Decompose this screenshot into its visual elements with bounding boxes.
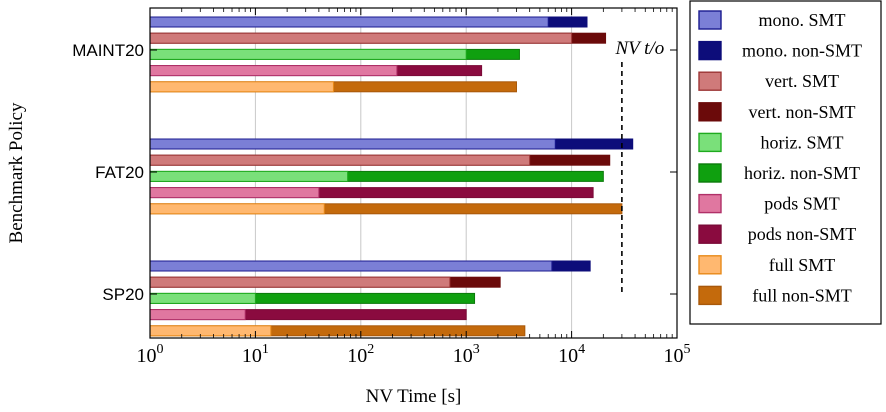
legend-swatch xyxy=(698,255,722,275)
legend-label: horiz. SMT xyxy=(761,132,844,152)
legend-label: pods SMT xyxy=(764,194,840,214)
legend-swatch xyxy=(698,285,722,306)
legend-swatch xyxy=(698,40,722,61)
x-tick-label: 101 xyxy=(242,342,269,367)
plot-frame xyxy=(149,7,678,339)
legend-label: full SMT xyxy=(769,255,836,275)
bar-vert-smt-sp20 xyxy=(149,276,451,288)
bar-full-smt-sp20 xyxy=(149,325,272,337)
bar-horiz-smt-fat20 xyxy=(149,170,349,182)
bar-vert-smt-maint20 xyxy=(149,32,573,44)
legend-swatch xyxy=(698,71,722,91)
legend-label: vert. non-SMT xyxy=(749,102,856,122)
bar-full-smt-maint20 xyxy=(149,81,334,93)
bar-full-smt-fat20 xyxy=(149,203,325,215)
bar-mono-smt-fat20 xyxy=(149,138,556,150)
bar-horiz-smt-sp20 xyxy=(149,292,256,304)
x-tick-label: 100 xyxy=(137,342,164,367)
y-tick-label: SP20 xyxy=(102,285,144,304)
timeout-marker: NV t/o xyxy=(615,38,665,292)
x-tick-label: 103 xyxy=(453,342,480,367)
legend-label: mono. SMT xyxy=(758,10,845,30)
bar-mono-smt-sp20 xyxy=(149,260,553,272)
legend-label: full non-SMT xyxy=(752,285,852,305)
bar-pods-smt-maint20 xyxy=(149,65,398,77)
axis-ticks: 100 101 102 103 104 105 MAINT20 FAT20 SP20 xyxy=(72,8,691,367)
legend-label: mono. non-SMT xyxy=(742,41,862,61)
legend-swatch xyxy=(698,193,722,214)
timeout-label: NV t/o xyxy=(615,38,665,59)
legend-swatch xyxy=(698,10,722,30)
legend-label: vert. SMT xyxy=(765,71,839,91)
legend-label: pods non-SMT xyxy=(748,224,857,244)
bar-mono-smt-maint20 xyxy=(149,16,549,28)
y-tick-label: FAT20 xyxy=(95,163,144,182)
legend-swatch xyxy=(698,163,722,183)
legend: mono. SMT mono. non-SMT vert. SMT vert. non… xyxy=(689,0,882,325)
bar-vert-smt-fat20 xyxy=(149,154,531,166)
bar-pods-smt-sp20 xyxy=(149,309,246,321)
bar-horiz-smt-maint20 xyxy=(149,48,467,60)
x-axis-label: NV Time [s] xyxy=(366,386,462,407)
x-tick-label: 102 xyxy=(347,342,374,367)
y-tick-label: MAINT20 xyxy=(72,41,144,60)
bar-pods-smt-fat20 xyxy=(149,187,320,199)
x-tick-label: 104 xyxy=(558,342,585,367)
y-axis-label: Benchmark Policy xyxy=(6,102,27,243)
legend-swatch xyxy=(698,132,722,153)
legend-frame xyxy=(689,0,882,325)
legend-label: horiz. non-SMT xyxy=(744,163,860,183)
bars xyxy=(149,16,634,337)
x-tick-label: 105 xyxy=(664,342,691,367)
legend-swatch xyxy=(698,224,722,244)
legend-swatch xyxy=(698,102,722,122)
axes xyxy=(149,7,678,339)
